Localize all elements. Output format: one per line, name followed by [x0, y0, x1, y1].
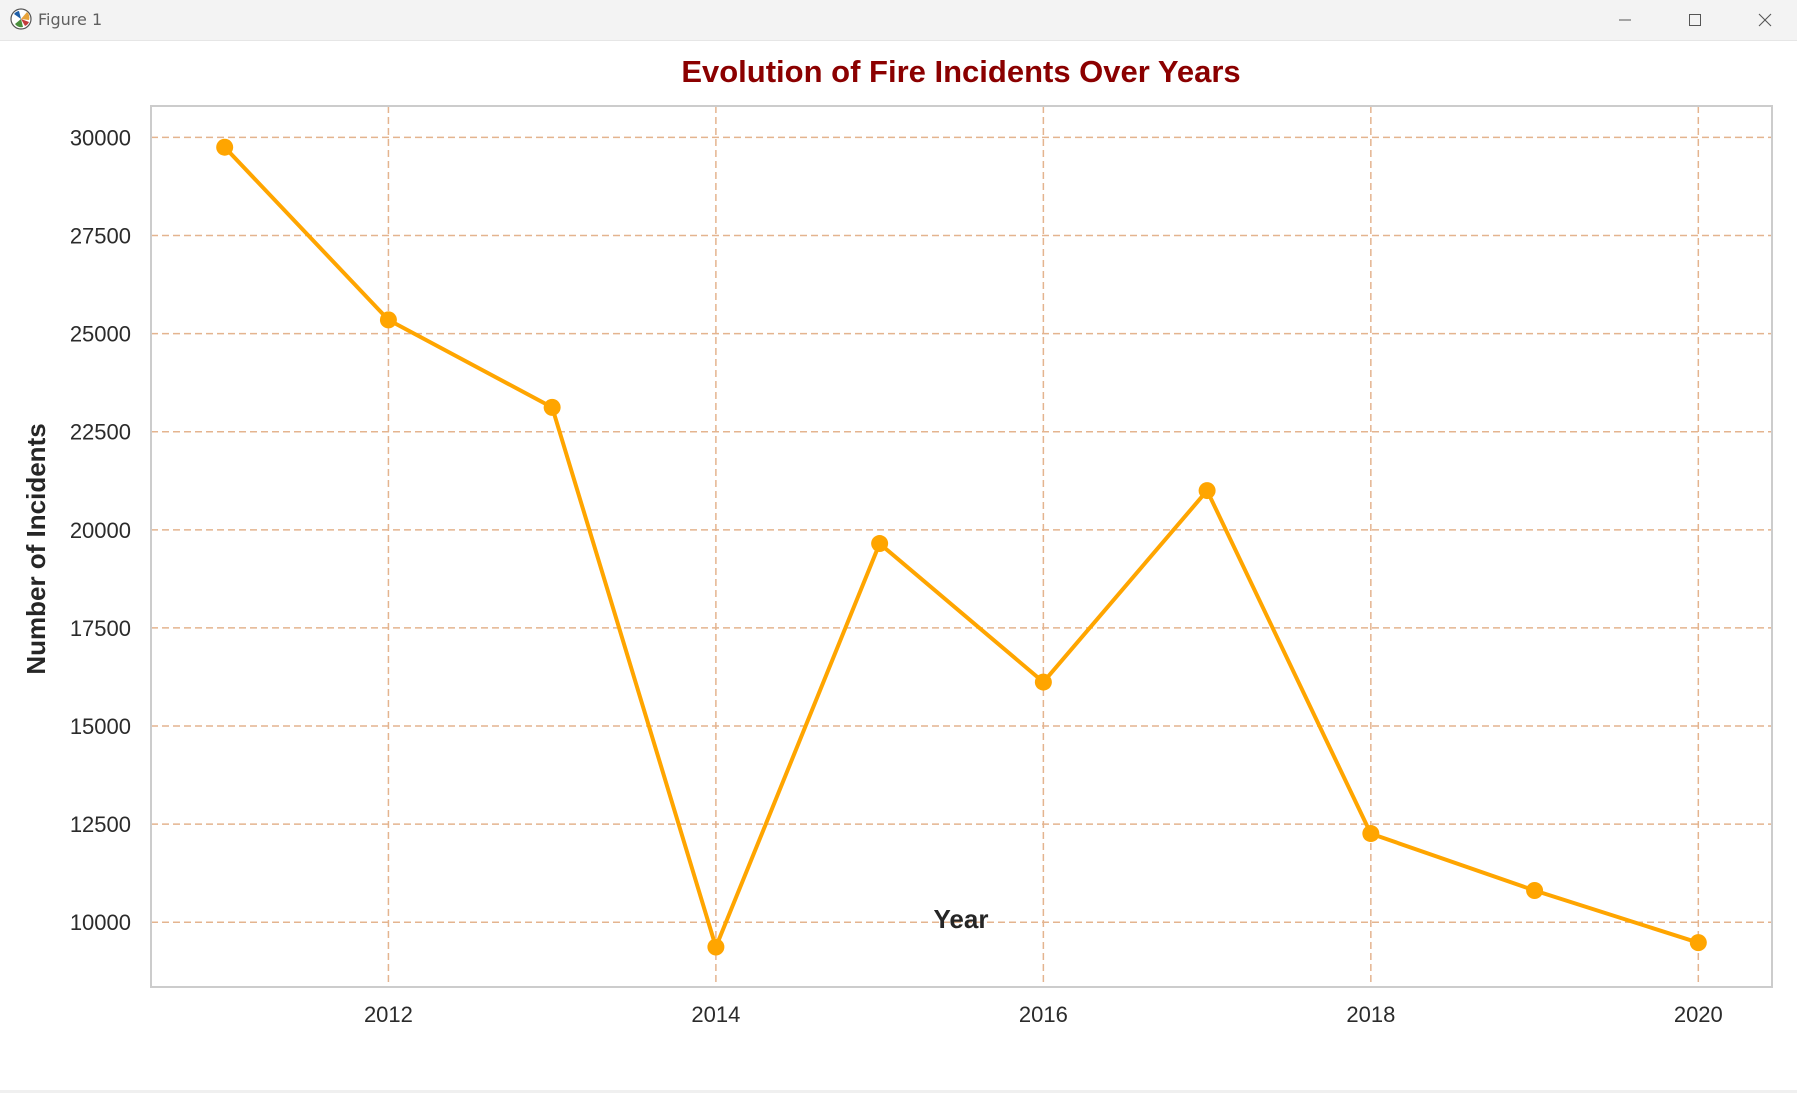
x-tick-label: 2020 [1674, 1002, 1723, 1027]
y-tick-label: 22500 [70, 420, 131, 445]
x-tick-label: 2018 [1346, 1002, 1395, 1027]
close-icon [1757, 12, 1773, 28]
y-axis-label: Number of Incidents [21, 423, 51, 674]
y-tick-label: 25000 [70, 322, 131, 347]
data-point [1198, 482, 1216, 500]
x-tick-label: 2012 [364, 1002, 413, 1027]
series-line [223, 145, 1699, 949]
y-tick-label: 12500 [70, 812, 131, 837]
maximize-icon [1687, 12, 1703, 28]
y-tick-label: 15000 [70, 714, 131, 739]
data-point [1034, 673, 1052, 691]
plot-area [150, 105, 1773, 988]
data-point [871, 535, 889, 553]
y-tick-label: 20000 [70, 518, 131, 543]
data-point [1526, 881, 1544, 899]
grid [151, 106, 1772, 987]
data-point [543, 398, 561, 416]
y-tick-label: 27500 [70, 224, 131, 249]
data-point [1362, 825, 1380, 843]
minimize-icon [1617, 12, 1633, 28]
x-tick-label: 2016 [1019, 1002, 1068, 1027]
x-axis-label: Year [934, 904, 989, 934]
x-tick-label: 2014 [691, 1002, 740, 1027]
line-chart: Evolution of Fire Incidents Over Years 1… [21, 54, 1773, 1027]
matplotlib-app-icon [10, 8, 32, 30]
y-axis-ticks: 10000 12500 15000 17500 20000 22500 25000 27500… [70, 125, 131, 935]
figure-canvas: Evolution of Fire Incidents Over Years 1… [0, 41, 1797, 1093]
chart-title: Evolution of Fire Incidents Over Years [681, 54, 1240, 89]
y-tick-label: 10000 [70, 910, 131, 935]
maximize-button[interactable] [1660, 0, 1730, 40]
window-titlebar[interactable]: Figure 1 [0, 0, 1797, 41]
data-point [707, 938, 725, 956]
window-title: Figure 1 [38, 10, 103, 29]
x-axis-ticks: 2012 2014 2016 2018 2020 [364, 1002, 1723, 1027]
close-button[interactable] [1730, 0, 1797, 40]
data-point [216, 138, 234, 156]
y-tick-label: 30000 [70, 125, 131, 150]
data-point [1689, 934, 1707, 952]
series [216, 138, 1707, 956]
data-point [379, 311, 397, 329]
minimize-button[interactable] [1590, 0, 1660, 40]
window-bottom-edge [0, 1090, 1797, 1093]
y-tick-label: 17500 [70, 616, 131, 641]
